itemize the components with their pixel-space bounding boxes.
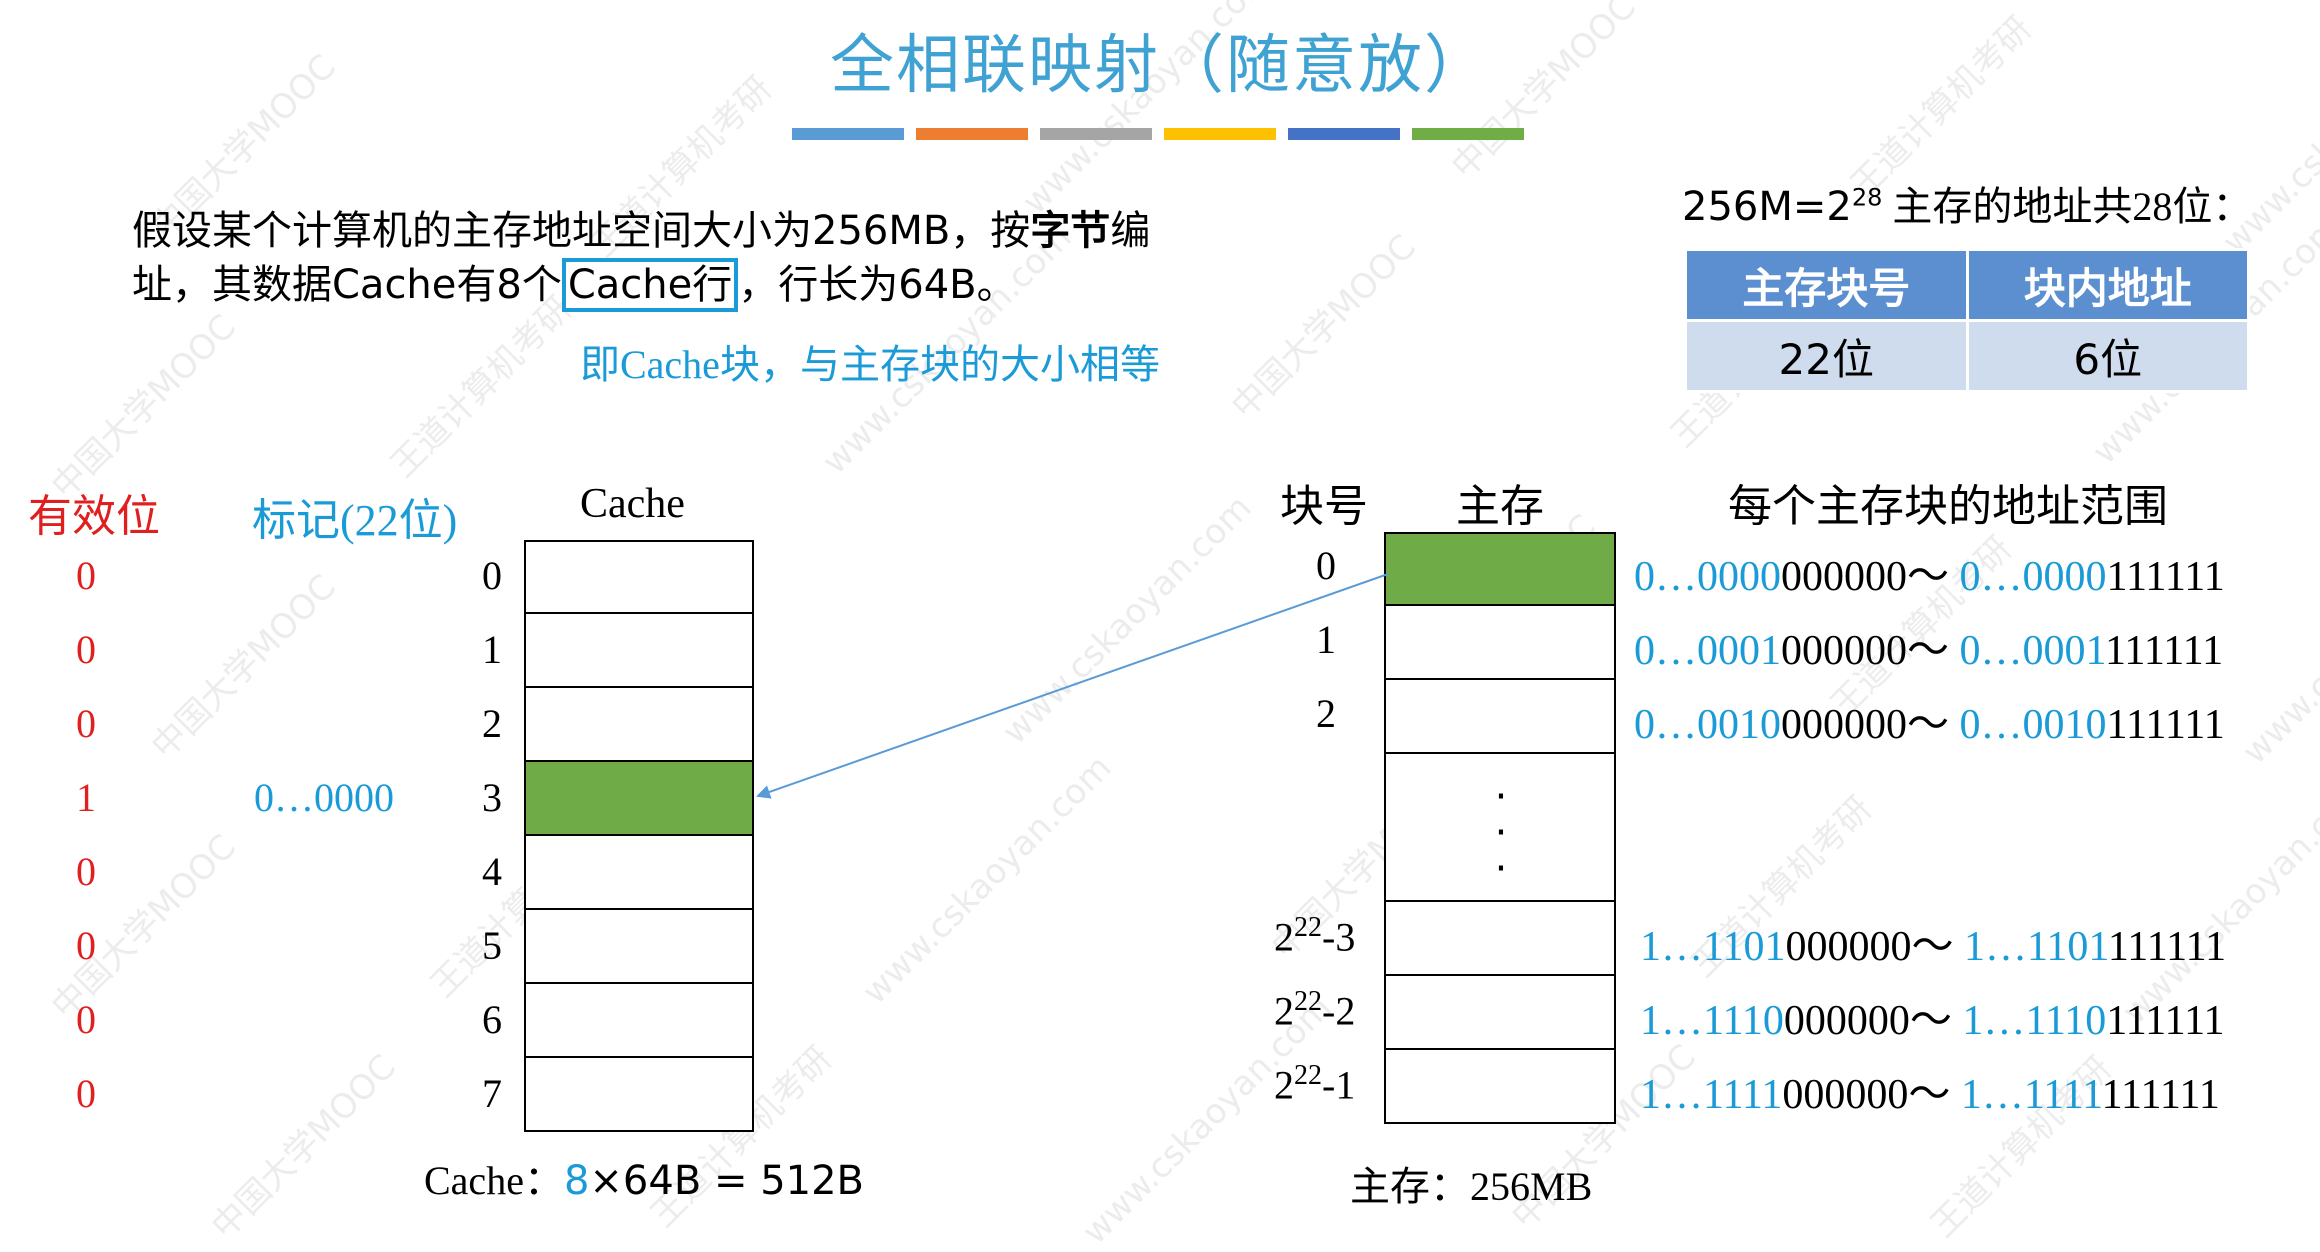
memory-block-number: 2 — [1316, 691, 1336, 736]
memory-block — [1384, 974, 1616, 1050]
block-offset-bits: 6位 — [1965, 319, 2250, 393]
valid-bit: 0 — [76, 1071, 96, 1116]
problem-line-1: 假设某个计算机的主存地址空间大小为256MB，按字节编 — [132, 208, 1151, 254]
valid-bit: 0 — [76, 701, 96, 746]
valid-bit: 0 — [76, 627, 96, 672]
header-block-number: 主存块号 — [1684, 248, 1969, 322]
memory-block-number: 0 — [1316, 543, 1336, 588]
cache-line-index: 0 — [482, 553, 502, 598]
memory-size: 主存：256MB — [1350, 1164, 1593, 1209]
cache-block-note: 即Cache块，与主存块的大小相等 — [580, 342, 1160, 387]
block-number-header: 块号 — [1280, 482, 1368, 531]
tag-header: 标记(22位) — [252, 496, 458, 545]
arrow-line — [756, 573, 1389, 799]
cache-line-index: 2 — [482, 701, 502, 746]
cache-line — [524, 612, 754, 688]
title-bar — [1288, 128, 1400, 140]
memory-block-address-range: 0…0001000000～ 0…0001111111 — [1634, 628, 2224, 674]
address-caption: 256M=228 主存的地址共28位： — [1682, 183, 2253, 230]
memory-block-number: 222-3 — [1274, 912, 1356, 960]
ellipsis-dot: · — [1494, 810, 1508, 856]
header-block-offset: 块内地址 — [1965, 248, 2250, 322]
valid-bit-header: 有效位 — [28, 492, 160, 541]
cache-title: Cache — [580, 481, 685, 527]
cache-size: Cache：8×64B = 512B — [424, 1158, 864, 1204]
valid-bit: 0 — [76, 849, 96, 894]
cache-line-highlight: Cache行 — [561, 258, 739, 312]
valid-bit: 0 — [76, 923, 96, 968]
mapping-arrow — [756, 573, 1389, 799]
valid-bit: 0 — [76, 997, 96, 1042]
memory-block — [1384, 1048, 1616, 1124]
memory-title: 主存 — [1456, 482, 1544, 531]
memory-block-mapped — [1384, 532, 1616, 606]
memory-block — [1384, 678, 1616, 754]
ellipsis-dot: · — [1494, 774, 1508, 820]
address-format-table: 主存块号 块内地址 22位 6位 — [1684, 248, 2250, 393]
title-bar — [1040, 128, 1152, 140]
memory-block-address-range: 0…0010000000～ 0…0010111111 — [1634, 702, 2225, 748]
memory-block-number: 222-2 — [1274, 986, 1356, 1034]
problem-statement: 假设某个计算机的主存地址空间大小为256MB，按字节编 址，其数据Cache有8… — [132, 204, 1150, 312]
memory-block-address-range: 1…1111000000～ 1…1111111111 — [1640, 1072, 2220, 1118]
problem-line-2: 址，其数据Cache有8个 Cache行 ，行长为64B。 — [132, 258, 1150, 312]
memory-block-number: 1 — [1316, 617, 1336, 662]
page-title: 全相联映射（随意放） — [830, 30, 1490, 101]
cache-line-index: 6 — [482, 997, 502, 1042]
title-bar — [792, 128, 904, 140]
cache-line-index: 5 — [482, 923, 502, 968]
cache-line-index: 4 — [482, 849, 502, 894]
cache-line-index: 7 — [482, 1071, 502, 1116]
byte-emphasis: 字节 — [1030, 208, 1111, 254]
valid-bit: 1 — [76, 775, 96, 820]
valid-bit: 0 — [76, 553, 96, 598]
tag-value: 0…0000 — [254, 775, 394, 820]
ellipsis-dot: · — [1494, 846, 1508, 892]
address-range-header: 每个主存块的地址范围 — [1728, 482, 2168, 531]
cache-line-occupied — [524, 760, 754, 836]
block-number-bits: 22位 — [1684, 319, 1969, 393]
title-bar — [916, 128, 1028, 140]
memory-block-number: 222-1 — [1274, 1060, 1356, 1108]
cache-line — [524, 1056, 754, 1132]
memory-ellipsis-cell — [1384, 752, 1616, 902]
cache-line — [524, 540, 754, 614]
title-bar — [1164, 128, 1276, 140]
memory-block-address-range: 0…0000000000～ 0…0000111111 — [1634, 554, 2225, 600]
memory-block-address-range: 1…1110000000～ 1…1110111111 — [1640, 998, 2225, 1044]
memory-block-address-range: 1…1101000000～ 1…1101111111 — [1640, 924, 2227, 970]
cache-line-index: 3 — [482, 775, 502, 820]
title-bar — [1412, 128, 1524, 140]
cache-line-index: 1 — [482, 627, 502, 672]
